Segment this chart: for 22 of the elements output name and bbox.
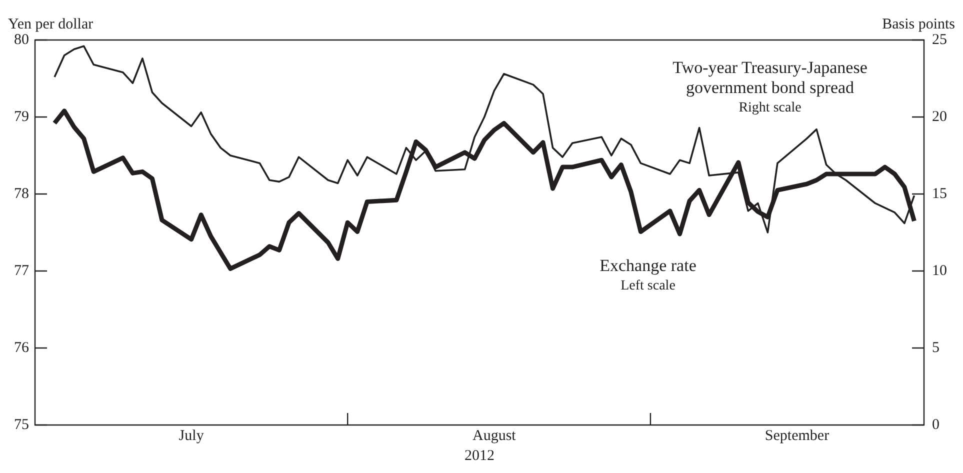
y2-tick-label: 15 [932, 186, 947, 202]
y-tick-label: 78 [14, 186, 29, 202]
y-tick-label: 75 [14, 416, 29, 433]
x-tick-label: September [764, 428, 830, 444]
y-tick-label: 76 [14, 340, 30, 356]
series-label: Exchange rate [600, 256, 696, 275]
y-tick-label: 79 [14, 108, 29, 125]
x-tick-label: July [178, 428, 204, 444]
text: Two-year Treasury-Japanese government bond spread [672, 58, 868, 97]
x-axis-title: 2012 [464, 448, 494, 464]
y2-tick-label: 0 [932, 416, 940, 433]
annotation: Left scale [620, 278, 676, 294]
y-tick-label: 80 [14, 32, 29, 48]
y2-tick-label: 25 [932, 32, 947, 48]
y2-axis-title: Basis points [882, 16, 956, 32]
y-axis-title: Yen per dollar [8, 16, 94, 32]
y-tick-label: 77 [14, 262, 30, 279]
y2-tick-label: 20 [932, 108, 947, 125]
x-tick-label: August [472, 428, 517, 444]
y2-tick-label: 10 [932, 262, 947, 279]
y2-tick-label: 5 [932, 340, 940, 356]
annotation: Right scale [738, 100, 802, 116]
